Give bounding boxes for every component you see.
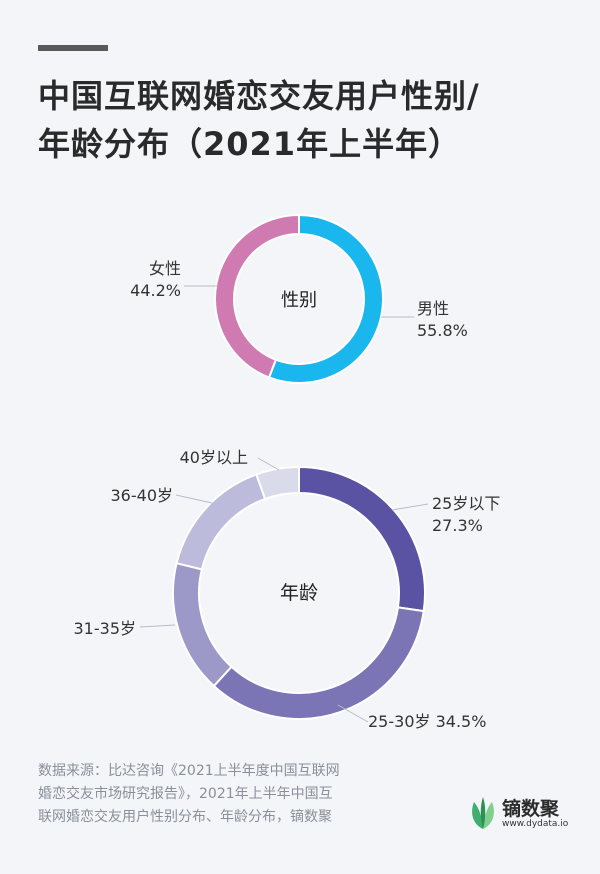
donut1-slice-2 bbox=[172, 561, 233, 688]
donut1-leader-3 bbox=[175, 494, 213, 504]
donut0-label-0-1: 55.8% bbox=[417, 321, 468, 340]
donut1-label-2-0: 31-35岁 bbox=[74, 619, 137, 638]
donut1-leader-0 bbox=[391, 503, 429, 511]
top-accent-bar bbox=[38, 45, 108, 51]
gender-center-label: 性别 bbox=[281, 290, 317, 311]
donut0-label-0-0: 男性 bbox=[417, 299, 449, 318]
page-title: 中国互联网婚恋交友用户性别/ 年龄分布（2021年上半年） bbox=[38, 72, 568, 168]
donut1-slice-4 bbox=[255, 465, 300, 501]
donut1-label-3-0: 36-40岁 bbox=[111, 486, 174, 505]
source-line-1: 数据来源：比达咨询《2021上半年度中国互联网 bbox=[38, 763, 340, 779]
donut1-slice-3 bbox=[175, 473, 267, 571]
donut1-label-0-1: 27.3% bbox=[432, 516, 483, 535]
donut1-leader-2 bbox=[139, 624, 176, 628]
age-center-label: 年龄 bbox=[280, 582, 318, 604]
leaf-icon bbox=[472, 797, 494, 829]
donut1-slice-1 bbox=[212, 606, 425, 720]
source-line-2: 婚恋交友市场研究报告》，2021年上半年中国互 bbox=[38, 786, 333, 802]
source-line-3: 联网婚恋交友用户性别分布、年龄分布，镝数聚 bbox=[38, 809, 332, 825]
title-line-2: 年龄分布（2021年上半年） bbox=[38, 125, 462, 163]
logo-name: 镝数聚 bbox=[502, 798, 560, 820]
donut0-slice-1 bbox=[214, 213, 300, 379]
donut0-label-1-0: 女性 bbox=[149, 259, 181, 278]
donut1-label-1-0: 25-30岁 34.5% bbox=[368, 712, 486, 731]
donut1-label-0-0: 25岁以下 bbox=[432, 494, 500, 513]
donut1-leader-1 bbox=[337, 704, 369, 723]
donut0-slice-0 bbox=[267, 213, 384, 384]
logo-url: www.dydata.io bbox=[502, 819, 569, 829]
donut0-label-1-1: 44.2% bbox=[130, 281, 181, 300]
donut1-leader-4 bbox=[257, 457, 280, 471]
title-line-1: 中国互联网婚恋交友用户性别/ bbox=[38, 77, 480, 115]
data-source-note: 数据来源：比达咨询《2021上半年度中国互联网 婚恋交友市场研究报告》，2021… bbox=[38, 760, 438, 829]
donut1-label-4-0: 40岁以上 bbox=[180, 448, 248, 467]
brand-logo: 镝数聚 www.dydata.io bbox=[468, 793, 578, 833]
